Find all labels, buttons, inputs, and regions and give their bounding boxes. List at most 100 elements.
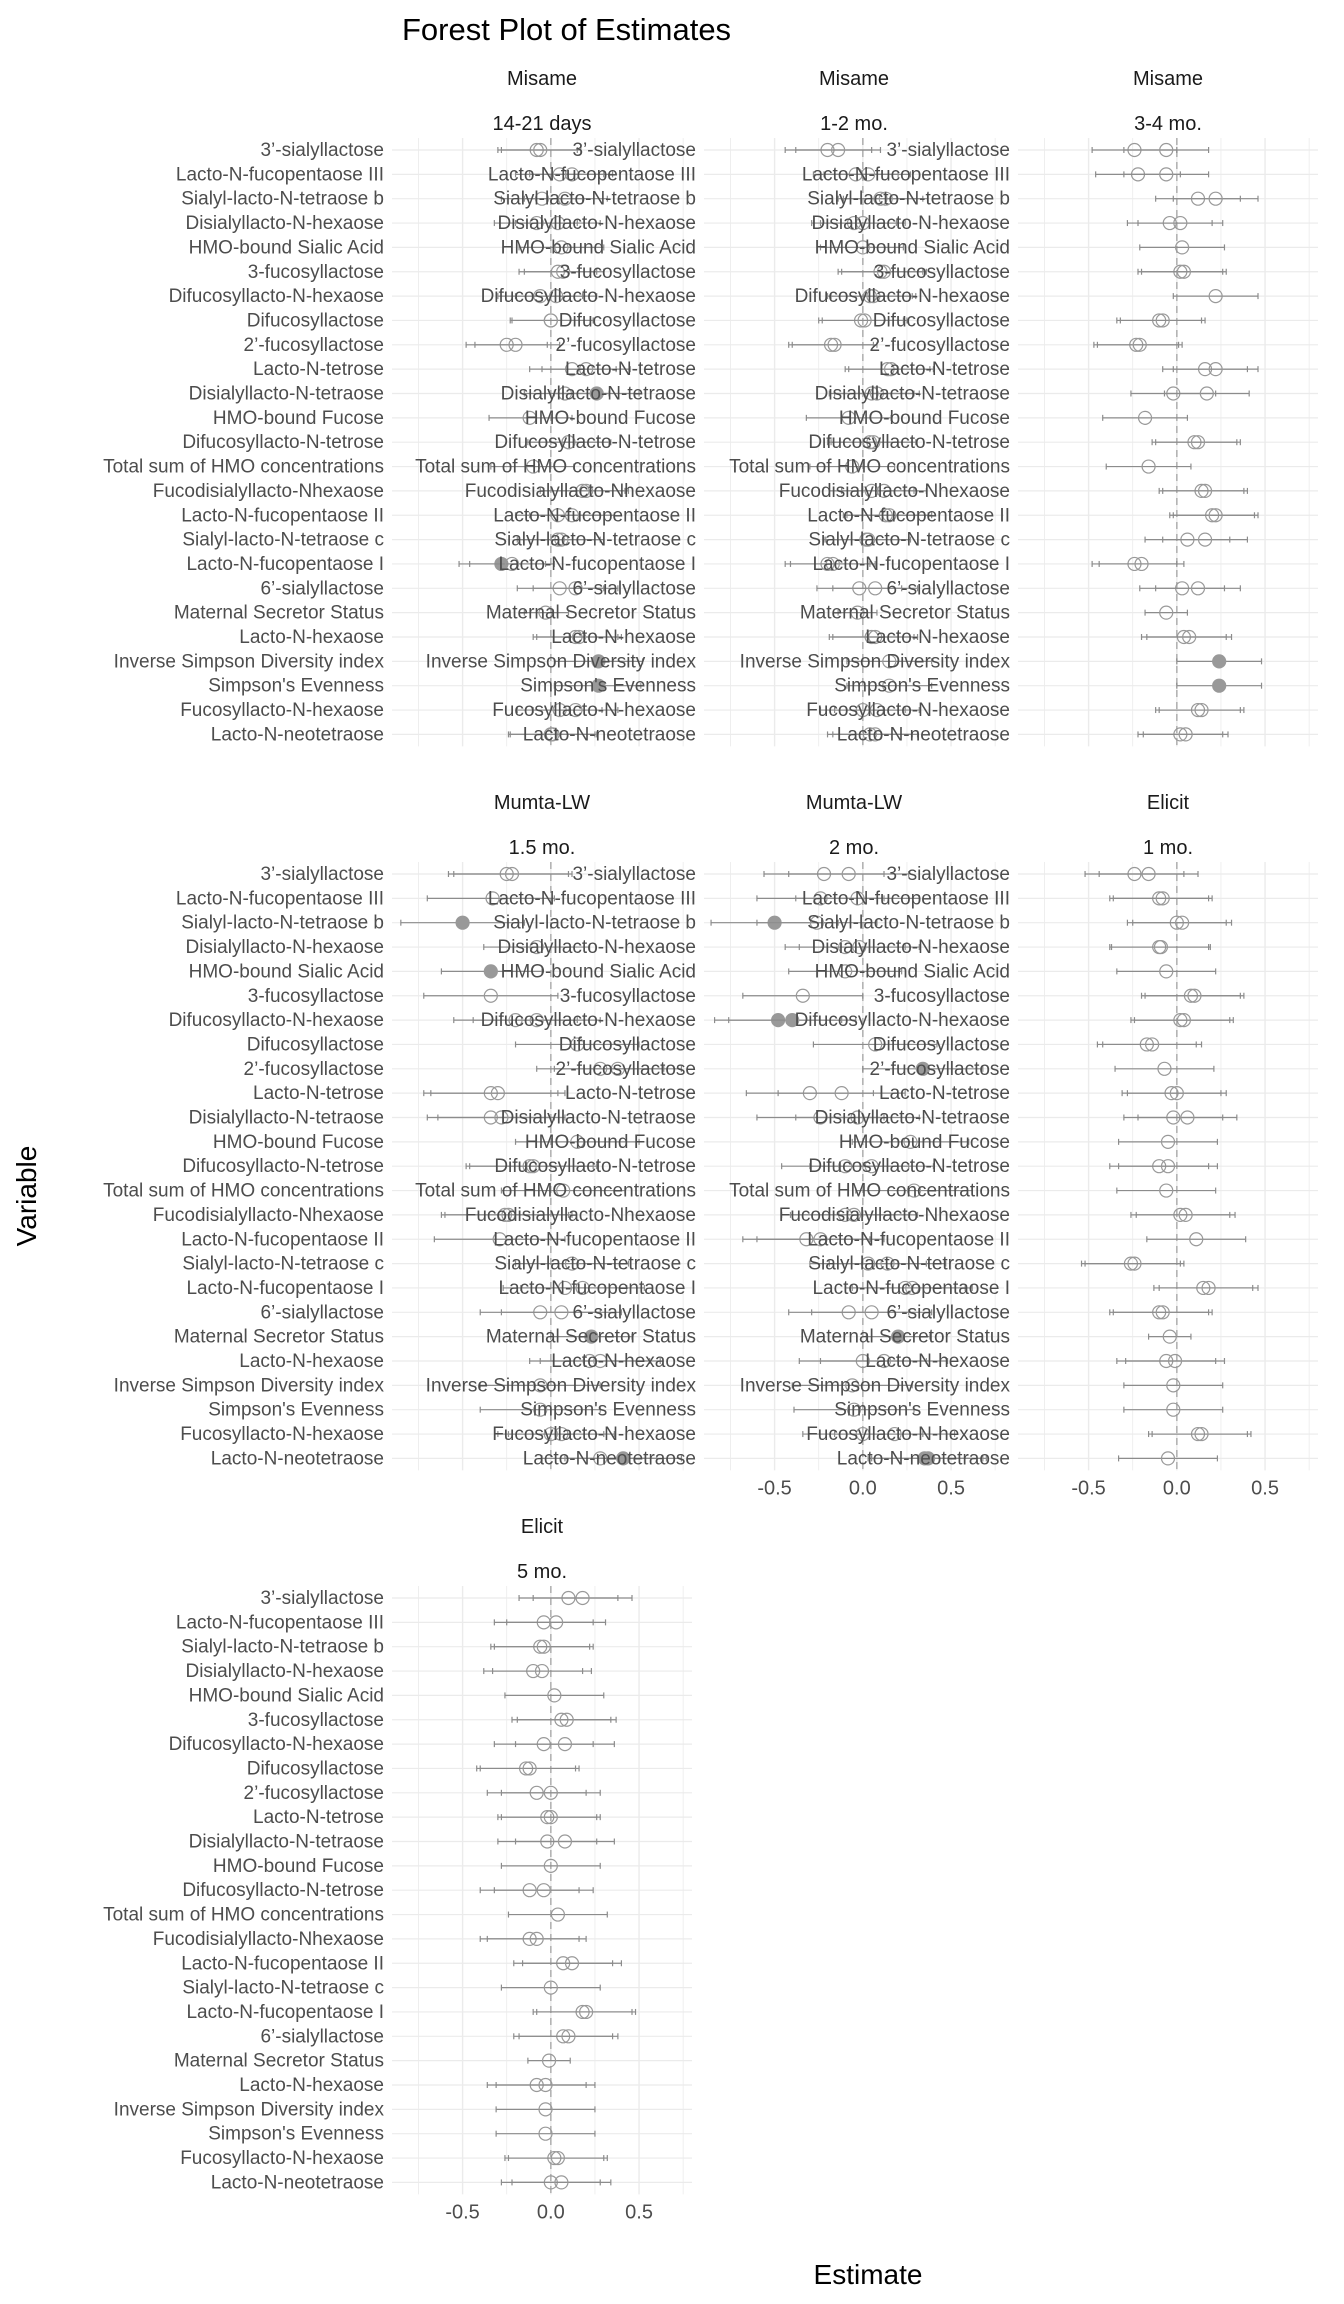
category-label: Difucosyllacto-N-hexaose [481, 1010, 696, 1031]
estimate-point [868, 629, 883, 645]
category-label: Difucosyllactose [873, 1034, 1010, 1055]
category-label: Total sum of HMO concentrations [729, 457, 1010, 478]
estimate-point [1159, 142, 1174, 158]
category-label: Lacto-N-hexaose [865, 627, 1010, 648]
estimate-point [846, 1402, 862, 1417]
category-label: Lacto-N-neotetraose [837, 1448, 1010, 1469]
category-label: Sialyl-lacto-N-tetraose c [182, 530, 384, 551]
category-label: Fucosyllacto-N-hexaose [806, 1424, 1010, 1445]
category-label: 3’-sialyllactose [886, 864, 1010, 885]
estimate-point-significant [589, 386, 604, 401]
category-label: Disialyllacto-N-tetraose [189, 1832, 384, 1853]
estimate-point [571, 629, 587, 645]
estimate-point [579, 362, 594, 377]
panel-study-label: Misame [819, 68, 889, 90]
category-label: Lacto-N-fucopentaose III [802, 164, 1010, 185]
estimate-point [1190, 435, 1206, 450]
category-label: Fucodisialyllacto-Nhexaose [465, 481, 696, 502]
estimate-point [883, 362, 899, 377]
category-label: Disialyllacto-N-tetraose [189, 1108, 384, 1129]
estimate-point [1208, 289, 1223, 304]
category-label: Fucosyllacto-N-hexaose [180, 2148, 384, 2169]
estimate-point-significant [591, 654, 606, 669]
estimate-point [1166, 1402, 1181, 1417]
estimate-point [1169, 1086, 1184, 1101]
estimate-point [538, 2102, 553, 2117]
category-label: Sialyl-lacto-N-tetraose b [493, 913, 696, 934]
estimate-point [1194, 1426, 1209, 1442]
category-label: Difucosyllacto-N-hexaose [795, 1010, 1010, 1031]
estimate-point [504, 556, 520, 572]
x-tick-label: 0.0 [849, 1477, 877, 1499]
estimate-point [554, 1426, 569, 1442]
category-label: Lacto-N-fucopentaose III [802, 888, 1010, 909]
category-label: 3’-sialyllactose [572, 864, 696, 885]
estimate-point [841, 410, 856, 425]
estimate-point [543, 1785, 558, 1800]
x-tick-label: -0.5 [757, 1477, 791, 1499]
category-label: Disialyllacto-N-hexaose [811, 937, 1010, 958]
estimate-point [543, 313, 558, 328]
estimate-point [1190, 581, 1206, 596]
estimate-point [575, 1590, 590, 1606]
estimate-point [1166, 1378, 1181, 1393]
estimate-point-significant [455, 915, 470, 930]
estimate-point [866, 289, 881, 304]
estimate-point [1162, 1329, 1177, 1344]
estimate-point [526, 1159, 541, 1174]
estimate-point-significant [1212, 654, 1227, 669]
category-label: 2’-fucosyllactose [556, 335, 696, 356]
category-label: Maternal Secretor Status [174, 2051, 384, 2072]
category-label: Sialyl-lacto-N-tetraose c [182, 1254, 384, 1275]
category-label: Sialyl-lacto-N-tetraose b [181, 189, 384, 210]
estimate-point [846, 1207, 862, 1223]
category-label: Fucodisialyllacto-Nhexaose [779, 481, 1010, 502]
panel-timepoint-label: 1 mo. [1143, 837, 1193, 859]
category-label: Simpson's Evenness [208, 2124, 384, 2145]
estimate-point [529, 939, 544, 955]
estimate-point-significant [483, 964, 498, 979]
estimate-point [557, 1736, 573, 1752]
estimate-point [857, 313, 872, 328]
category-label: Lacto-N-fucopentaose I [186, 1278, 384, 1299]
category-label: HMO-bound Fucose [525, 1132, 696, 1153]
estimate-point [554, 240, 569, 255]
category-label: Simpson's Evenness [520, 676, 696, 697]
category-label: Fucodisialyllacto-Nhexaose [153, 1929, 384, 1950]
category-label: Maternal Secretor Status [174, 603, 384, 624]
estimate-point [579, 483, 594, 498]
estimate-point [501, 1207, 516, 1223]
category-label: HMO-bound Sialic Acid [501, 961, 696, 982]
estimate-point [878, 191, 893, 206]
estimate-point [1199, 386, 1214, 401]
estimate-point [575, 1280, 590, 1296]
estimate-point [1137, 410, 1153, 425]
category-label: Lacto-N-fucopentaose III [176, 888, 384, 909]
estimate-point [1176, 1012, 1191, 1028]
category-label: Lacto-N-fucopentaose III [176, 164, 384, 185]
estimate-point [536, 1883, 551, 1898]
estimate-point [564, 167, 580, 182]
category-label: Simpson's Evenness [208, 676, 384, 697]
estimate-point [876, 264, 892, 279]
estimate-point [554, 532, 569, 547]
category-label: Lacto-N-fucopentaose I [186, 554, 384, 575]
estimate-point [1187, 988, 1202, 1003]
category-label: Lacto-N-fucopentaose I [812, 1278, 1010, 1299]
category-label: Sialyl-lacto-N-tetraose b [493, 189, 696, 210]
estimate-point [533, 1402, 548, 1417]
category-label: Lacto-N-neotetraose [837, 724, 1010, 745]
estimate-point [556, 264, 571, 279]
panel-4: Mumta-LW 1.5 mo. 3’-sialyllactose Lacto-N-f… [103, 792, 692, 1471]
category-label: Sialyl-lacto-N-tetraose c [494, 1254, 696, 1275]
estimate-point-significant [591, 678, 606, 693]
category-label: Fucosyllacto-N-hexaose [492, 700, 696, 721]
estimate-point [570, 1037, 585, 1052]
category-label: Disialyllacto-N-hexaose [185, 213, 384, 234]
category-label: Lacto-N-fucopentaose II [181, 1229, 384, 1250]
estimate-point [1160, 1159, 1176, 1174]
panel-timepoint-label: 1-2 mo. [820, 113, 888, 135]
estimate-point [538, 2126, 553, 2141]
estimate-point [1178, 1207, 1193, 1223]
